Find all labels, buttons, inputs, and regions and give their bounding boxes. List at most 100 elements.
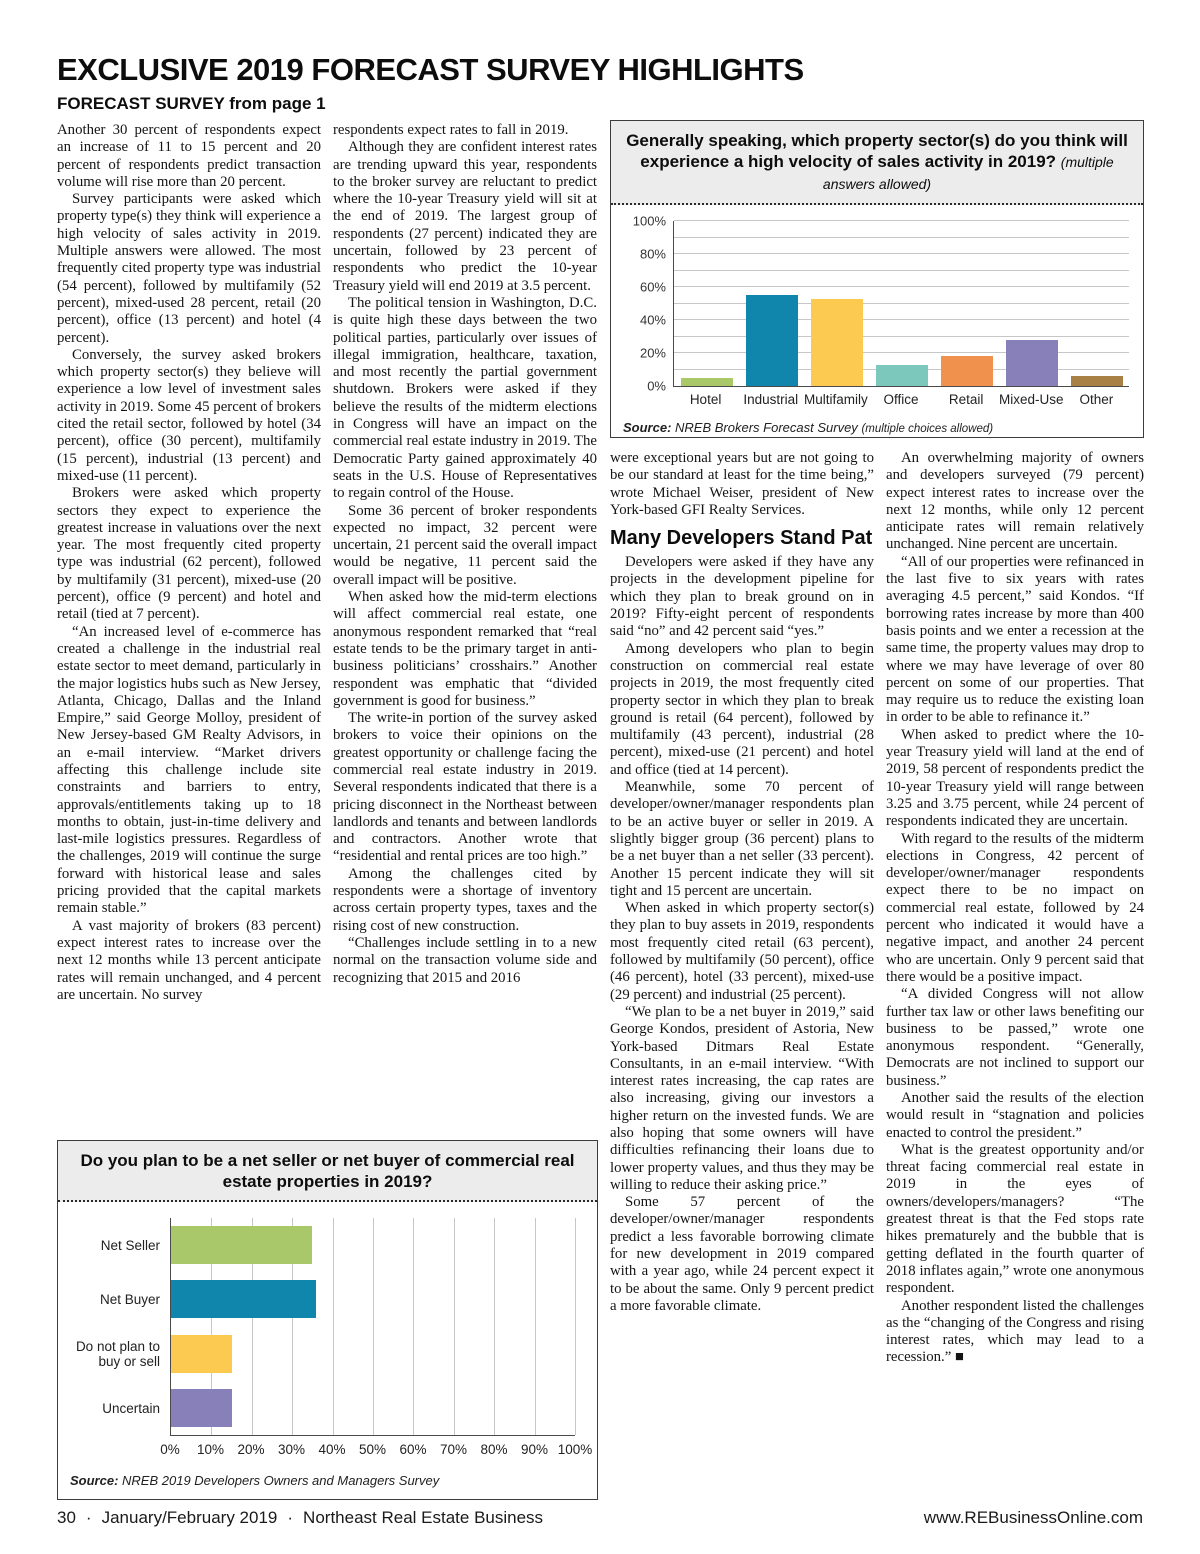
bar-do-not-plan-to-buy-or-sell [171,1334,232,1373]
gridline [674,352,1129,353]
x-axis-tick-label: 40% [318,1442,346,1457]
bar-other [1070,376,1123,386]
source-text: NREB 2019 Developers Owners and Managers… [122,1473,440,1488]
gridline [674,269,1129,271]
chart-title-note-text: (multiple answers allowed) [822,154,1114,192]
article-paragraph: An overwhelming majority of owners and d… [886,450,1144,553]
x-axis-category-label: Hotel [689,392,722,407]
gridline [494,1218,496,1435]
source-note: (multiple choices allowed) [861,423,994,435]
source-label: Source: [623,420,672,435]
chart-title: Generally speaking, which property secto… [611,121,1143,205]
footer-issue: January/February 2019 [101,1508,278,1527]
article-column-3: were exceptional years but are not going… [610,450,874,1315]
y-axis-tick-label: 40% [639,312,666,328]
footer-page-number: 30 [57,1508,76,1527]
footer-separator: · [287,1508,294,1527]
section-heading: Many Developers Stand Pat [610,527,873,550]
gridline [373,1218,374,1435]
y-axis-category-label: Net Buyer [99,1292,160,1308]
article-paragraph: Among developers who plan to begin const… [610,640,874,778]
article-paragraph: respondents expect rates to fall in 2019… [333,122,569,138]
article-column-2: respondents expect rates to fall in 2019… [333,122,597,987]
x-axis-tick-label: 70% [439,1442,468,1457]
x-axis-category-label: Industrial [743,392,799,407]
gridline [292,1218,294,1435]
article-column-4: An overwhelming majority of owners and d… [886,450,1144,1367]
article-paragraph: The write-in portion of the survey asked… [333,710,597,865]
gridline [674,253,1129,254]
gridline [211,1218,213,1435]
x-axis-tick-label: 20% [237,1442,265,1457]
gridline [674,335,1129,337]
article-paragraph: Developers were asked if they have any p… [610,554,874,640]
gridline [674,236,1129,238]
chart-source: Source: NREB Brokers Forecast Survey (mu… [611,420,1143,435]
chart-title-text: Do you plan to be a net seller or net bu… [80,1151,575,1191]
x-axis-tick-label: 10% [196,1442,225,1457]
netbuyer-chart-x-ticks: 0% 10% 20% 30% 40% 50% 60% 70% 80% 90% 100% [160,1442,592,1464]
gridline [534,1218,536,1435]
x-axis-tick-label: 0% [160,1442,180,1457]
bar-multifamily [810,298,863,386]
footer-website: www.REBusinessOnline.com [923,1508,1143,1527]
velocity-of-sales-chart: Generally speaking, which property secto… [610,120,1144,438]
x-axis-category-label: Mixed-Use [999,392,1064,407]
article-paragraph: “All of our properties were refinanced i… [886,553,1144,726]
x-axis-tick-label: 30% [277,1442,306,1457]
article-paragraph: Although they are confident interest rat… [333,139,597,294]
x-axis-tick-label: 90% [520,1442,549,1457]
article-paragraph: “We plan to be a net buyer in 2019,” sai… [610,1003,874,1193]
article-paragraph: Another respondent listed the challenges… [886,1297,1144,1366]
article-paragraph: Among the challenges cited by respondent… [333,865,597,934]
y-axis-category-label: Uncertain [102,1401,160,1417]
gridline [674,286,1129,287]
y-axis-tick-label: 60% [639,279,666,295]
velocity-chart-plot: 0% 20% 40% 60% 80% 100% [633,214,1129,394]
article-paragraph: What is the greatest opportunity and/or … [886,1141,1144,1297]
page-title: EXCLUSIVE 2019 FORECAST SURVEY HIGHLIGHT… [57,52,804,87]
article-paragraph: “An increased level of e-commerce has cr… [57,623,321,917]
article-paragraph: Another 30 percent of respondents expect… [57,122,321,190]
bar-office [875,364,928,386]
gridline [453,1218,455,1435]
netbuyer-chart-plot [170,1218,576,1436]
x-axis-tick-label: 60% [399,1442,427,1457]
article-column-1: Another 30 percent of respondents expect… [57,122,321,1004]
gridline [674,319,1129,320]
gridline [674,302,1129,304]
gridline [674,220,1129,221]
x-axis-tick-label: 100% [557,1442,593,1457]
article-paragraph: Conversely, the survey asked brokers whi… [57,346,321,484]
page-subtitle: FORECAST SURVEY from page 1 [57,94,326,113]
article-paragraph: Another said the results of the election… [886,1089,1144,1141]
article-paragraph: When asked in which property sector(s) t… [610,900,874,1003]
bar-retail [940,356,993,386]
article-paragraph: The political tension in Washington, D.C… [333,294,597,502]
gridline [413,1218,415,1435]
bar-industrial [745,295,798,386]
article-paragraph: With regard to the results of the midter… [886,830,1144,985]
gridline [575,1218,576,1435]
footer-publication: Northeast Real Estate Business [303,1508,544,1527]
bar-net-buyer [171,1280,317,1319]
x-axis-category-label: Office [883,392,919,407]
article-paragraph: Survey participants were asked which pro… [57,191,321,346]
chart-title-text: Generally speaking, which property secto… [626,131,1128,171]
y-axis-tick-label: 80% [639,246,666,262]
netbuyer-chart-wrap: Net Seller Net Buyer Do not plan to buy or… [76,1218,592,1464]
footer-separator: · [85,1508,92,1527]
source-text: NREB Brokers Forecast Survey [675,420,858,435]
article-paragraph: “A divided Congress will not allow furth… [886,986,1144,1089]
chart-source: Source: NREB 2019 Developers Owners and … [58,1473,597,1488]
article-paragraph: When asked to predict where the 10-year … [886,726,1144,830]
article-paragraph: When asked how the mid-term elections wi… [333,589,597,709]
y-axis-tick-label: 0% [647,378,666,394]
x-axis-category-label: Multifamily [803,392,868,407]
y-axis-category-label: Do not plan to buy or sell [75,1339,160,1370]
source-label: Source: [70,1473,119,1488]
bar-net-seller [171,1226,313,1265]
netbuyer-chart-categories: Net Seller Net Buyer Do not plan to buy or… [58,1218,160,1436]
article-paragraph: Meanwhile, some 70 percent of developer/… [610,779,874,899]
article-paragraph: Some 57 percent of the developer/owner/m… [610,1194,874,1314]
